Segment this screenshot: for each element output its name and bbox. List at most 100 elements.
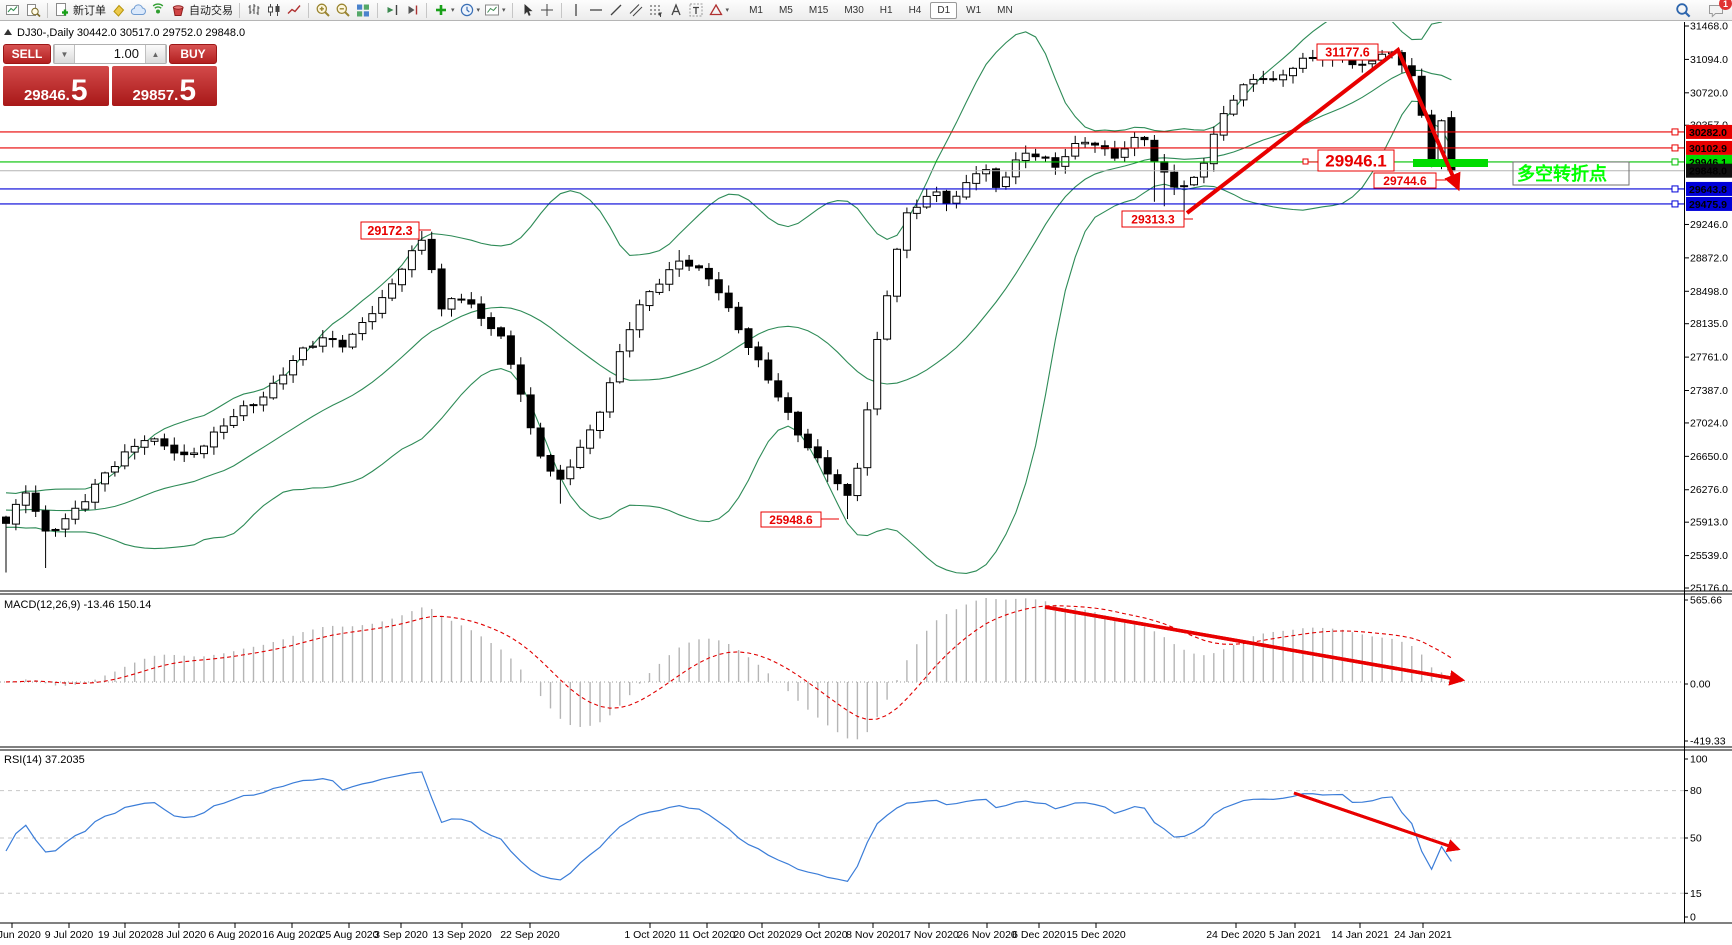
profiles-icon — [25, 2, 41, 18]
mql5-community-button[interactable] — [128, 1, 148, 19]
price-callout-29172.3[interactable]: 29172.3 — [360, 221, 431, 240]
chart-title: DJ30-,Daily 30442.0 30517.0 29752.0 2984… — [17, 27, 245, 39]
signals-button[interactable] — [148, 1, 168, 19]
line-handle[interactable] — [1671, 128, 1679, 136]
horizontal-line-tool-button[interactable] — [586, 1, 606, 19]
line-mode-button[interactable] — [284, 1, 304, 19]
candle-bull — [358, 322, 367, 335]
line-handle[interactable] — [1671, 185, 1679, 193]
timeframe-m30[interactable]: M30 — [844, 4, 864, 16]
volume-increase-button[interactable]: ▲ — [145, 45, 166, 63]
candle-mode-button[interactable] — [264, 1, 284, 19]
candle-bear — [1041, 156, 1050, 159]
candle-bull — [1259, 78, 1268, 81]
chevron-down-icon: ▾ — [451, 7, 455, 14]
indicators-list-button[interactable]: ▾ — [431, 1, 457, 19]
text-tool-button[interactable] — [666, 1, 686, 19]
svg-text:31468.0: 31468.0 — [1690, 21, 1728, 33]
template-icon — [484, 2, 500, 18]
svg-text:29313.3: 29313.3 — [1131, 212, 1175, 226]
tile-windows-button[interactable] — [353, 1, 373, 19]
candle-bear — [516, 364, 525, 395]
line-handle[interactable] — [1671, 144, 1679, 152]
eraser-icon — [110, 2, 126, 18]
trend-arrow-main[interactable] — [1185, 46, 1461, 215]
cursor-button[interactable] — [517, 1, 537, 19]
fibonacci-tool-button[interactable] — [646, 1, 666, 19]
candle-bull — [1209, 133, 1218, 165]
volume-decrease-button[interactable]: ▼ — [54, 45, 75, 63]
note-box[interactable]: 多空转折点 — [1512, 161, 1630, 186]
timeframe-d1[interactable]: D1 — [930, 1, 958, 19]
price-callout-31177.6[interactable]: 31177.6 — [1316, 43, 1391, 61]
buy-price[interactable]: 29857. 5 — [111, 66, 217, 106]
zoom-out-button[interactable] — [333, 1, 353, 19]
eraser-button[interactable] — [108, 1, 128, 19]
channel-tool-button[interactable] — [626, 1, 646, 19]
signal-icon — [150, 2, 166, 18]
svg-text:25176.0: 25176.0 — [1690, 583, 1728, 595]
autotrade-icon — [170, 2, 186, 18]
sell-price[interactable]: 29846. 5 — [3, 66, 109, 106]
candle-bull — [269, 382, 278, 399]
price-callout-29313.3[interactable]: 29313.3 — [1121, 210, 1193, 228]
profiles-button[interactable] — [23, 1, 43, 19]
volume-input[interactable]: 1.00 — [75, 45, 145, 63]
candlestick-series — [2, 49, 1456, 573]
candle-bull — [457, 298, 466, 301]
chat-icon[interactable]: 1 — [1707, 0, 1732, 18]
sell-button[interactable]: SELL — [3, 44, 51, 64]
timeframe-w1[interactable]: W1 — [966, 4, 982, 16]
trend-arrow-rsi-top[interactable] — [1293, 791, 1461, 852]
price-callout-29946.1[interactable]: 29946.1 — [1302, 149, 1395, 172]
timeframe-m15[interactable]: M15 — [808, 4, 829, 16]
svg-text:50: 50 — [1690, 833, 1702, 845]
chevron-down-icon: ▾ — [502, 7, 506, 14]
candle-bear — [833, 474, 842, 485]
svg-text:1 Oct 2020: 1 Oct 2020 — [624, 929, 676, 941]
svg-text:6 Dec 2020: 6 Dec 2020 — [1012, 929, 1066, 941]
search-icon[interactable] — [1675, 2, 1691, 18]
crosshair-button[interactable] — [537, 1, 557, 19]
bar-chart-mode-button[interactable] — [244, 1, 264, 19]
timeframe-m5[interactable]: M5 — [778, 4, 793, 16]
trendline-tool-button[interactable] — [606, 1, 626, 19]
new-order-button[interactable]: 新订单 — [52, 1, 108, 19]
auto-trading-button[interactable]: 自动交易 — [168, 1, 235, 19]
candle-bear — [170, 444, 179, 454]
svg-text:27761.0: 27761.0 — [1690, 352, 1728, 364]
vertical-line-tool-button[interactable] — [566, 1, 586, 19]
price-callout-29744.6[interactable]: 29744.6 — [1373, 172, 1446, 189]
candles-icon — [266, 2, 282, 18]
periods-button[interactable]: ▾ — [457, 1, 483, 19]
templates-button[interactable]: ▾ — [482, 1, 508, 19]
vline-icon — [568, 2, 584, 18]
timeframe-m1[interactable]: M1 — [749, 4, 763, 16]
timeframe-mn[interactable]: MN — [997, 4, 1013, 16]
candle-bull — [576, 446, 585, 468]
new-chart-button[interactable] — [3, 1, 23, 19]
chart-area[interactable]: 31468.031094.030720.030357.029246.028872… — [0, 21, 1732, 945]
candle-bull — [150, 438, 159, 442]
line-handle[interactable] — [1671, 158, 1679, 166]
candle-bull — [912, 206, 921, 214]
svg-text:29946.1: 29946.1 — [1325, 152, 1386, 171]
chart-shift-button[interactable] — [382, 1, 402, 19]
candle-bull — [645, 291, 654, 307]
svg-text:27024.0: 27024.0 — [1690, 417, 1728, 429]
turning-point-highlight[interactable] — [1413, 159, 1488, 167]
zoom-in-button[interactable] — [313, 1, 333, 19]
shapes-tool-button[interactable]: ▾ — [706, 1, 732, 19]
candle-bull — [279, 374, 288, 385]
timeframe-h1[interactable]: H1 — [879, 4, 893, 16]
volume-stepper: ▼ 1.00 ▲ — [53, 44, 167, 64]
candle-bull — [625, 329, 634, 352]
timeframe-h4[interactable]: H4 — [908, 4, 922, 16]
label-tool-button[interactable] — [686, 1, 706, 19]
trend-arrow-macd-top[interactable] — [1044, 605, 1466, 686]
buy-button[interactable]: BUY — [169, 44, 217, 64]
price-callout-25948.6[interactable]: 25948.6 — [760, 511, 839, 528]
line-handle[interactable] — [1671, 200, 1679, 208]
auto-scroll-button[interactable] — [402, 1, 422, 19]
cursor-icon — [519, 2, 535, 18]
